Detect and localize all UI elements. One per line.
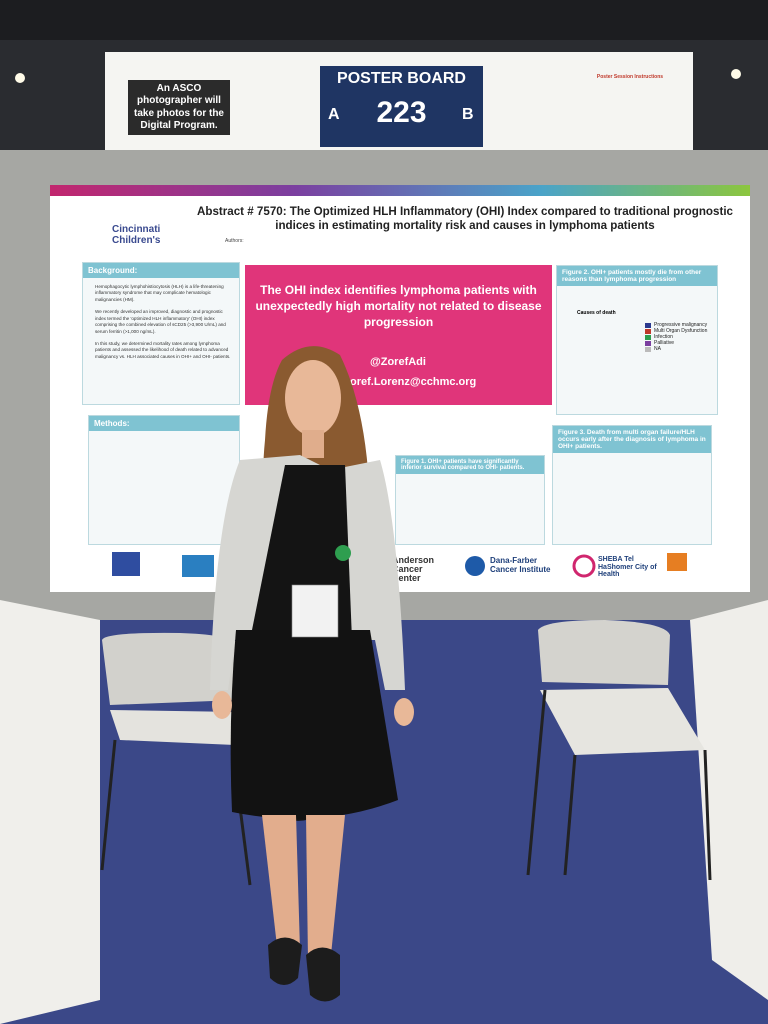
sign-label: POSTER BOARD bbox=[337, 70, 466, 87]
right-panel bbox=[690, 600, 768, 1000]
legend-swatch bbox=[645, 334, 651, 340]
person bbox=[210, 346, 414, 1002]
logo-icon bbox=[667, 553, 687, 571]
shape bbox=[563, 754, 577, 876]
sign-notice: An ASCO photographer will take photos fo… bbox=[128, 80, 230, 135]
methods-panel: Methods: bbox=[88, 415, 240, 545]
poster-title: Abstract # 7570: The Optimized HLH Infla… bbox=[197, 205, 733, 232]
poster-stripe bbox=[50, 185, 750, 196]
shape bbox=[540, 688, 705, 755]
section-heading: Background: bbox=[83, 263, 239, 278]
shape bbox=[285, 360, 341, 436]
authors-label: Authors: bbox=[225, 238, 244, 244]
footer-logo: Dana-Farber Cancer Institute bbox=[490, 556, 551, 574]
ceiling-light bbox=[731, 69, 741, 79]
figure-heading: Figure 3. Death from multi organ failure… bbox=[553, 426, 711, 453]
logo-icon bbox=[182, 555, 214, 577]
legend-label: Multi Organ Dysfunction bbox=[654, 328, 708, 334]
shape bbox=[110, 710, 240, 745]
legend-label: Palliative bbox=[654, 340, 675, 346]
shape bbox=[291, 584, 339, 638]
shape bbox=[526, 689, 547, 876]
background-panel: Background: Hemophagocytic lymphohistioc… bbox=[82, 262, 240, 405]
sign-side: A bbox=[328, 106, 340, 123]
poster-logo: Cincinnati Children's bbox=[112, 224, 161, 246]
logo-icon bbox=[465, 556, 485, 576]
figure3-panel: Figure 3. Death from multi organ failure… bbox=[552, 425, 712, 545]
left-chair bbox=[100, 632, 252, 886]
ceiling-light bbox=[15, 73, 25, 83]
ceiling-shadow bbox=[0, 0, 768, 40]
legend-item: Multi Organ Dysfunction bbox=[645, 328, 707, 334]
sign-side: B bbox=[462, 106, 474, 123]
board-number-panel bbox=[320, 66, 483, 147]
instructions-title: Poster Session Instructions bbox=[596, 74, 664, 80]
board-number: 223 bbox=[376, 96, 427, 129]
legend-swatch bbox=[645, 346, 651, 352]
shape bbox=[394, 698, 414, 726]
legend-swatch bbox=[645, 328, 651, 334]
figure-heading: Figure 1. OHI+ patients have significant… bbox=[396, 456, 544, 474]
email: oref.Lorenz@cchmc.org bbox=[350, 376, 477, 388]
legend-item: NA bbox=[645, 346, 707, 352]
shape bbox=[102, 632, 240, 705]
legend-item: Infection bbox=[645, 334, 707, 340]
footer-logo: SHEBA Tel HaShomer City of Health bbox=[598, 556, 657, 579]
bullet: In this study, we determined mortality r… bbox=[95, 340, 231, 359]
headline: The OHI index identifies lymphoma patien… bbox=[255, 283, 542, 330]
shape bbox=[306, 815, 345, 965]
bullet: We recently developed an improved, diagn… bbox=[95, 309, 226, 334]
left-panel bbox=[0, 600, 100, 1024]
twitter-handle: @ZorefAdi bbox=[370, 356, 426, 368]
legend-swatch bbox=[645, 322, 651, 328]
shape bbox=[302, 430, 324, 458]
chart-title: Causes of death bbox=[577, 310, 616, 316]
shape bbox=[538, 620, 670, 685]
footer-logo: Anderson Cancer Center bbox=[392, 555, 435, 583]
legend-label: Progressive malignancy bbox=[654, 322, 708, 328]
shape bbox=[212, 691, 232, 719]
shape bbox=[703, 749, 712, 881]
shape bbox=[100, 739, 117, 871]
logo-icon bbox=[572, 554, 596, 578]
legend-item: Palliative bbox=[645, 340, 707, 346]
figure-heading: Figure 2. OHI+ patients mostly die from … bbox=[557, 266, 717, 286]
figure1-panel: Figure 1. OHI+ patients have significant… bbox=[395, 455, 545, 545]
legend-label: NA bbox=[654, 346, 661, 352]
legend-swatch bbox=[645, 340, 651, 346]
legend-label: Infection bbox=[654, 334, 673, 340]
shape bbox=[306, 947, 340, 1002]
right-chair bbox=[526, 620, 712, 881]
bullet: Hemophagocytic lymphohistiocytosis (HLH)… bbox=[95, 284, 224, 302]
shape bbox=[335, 545, 351, 561]
shape bbox=[230, 630, 398, 819]
shape bbox=[268, 937, 302, 985]
legend-item: Progressive malignancy bbox=[645, 322, 707, 328]
figure2-panel: Figure 2. OHI+ patients mostly die from … bbox=[556, 265, 718, 415]
section-heading: Methods: bbox=[89, 416, 239, 431]
legend: Progressive malignancy Multi Organ Dysfun… bbox=[645, 322, 707, 352]
logo-icon bbox=[112, 552, 140, 576]
shape bbox=[262, 815, 300, 955]
